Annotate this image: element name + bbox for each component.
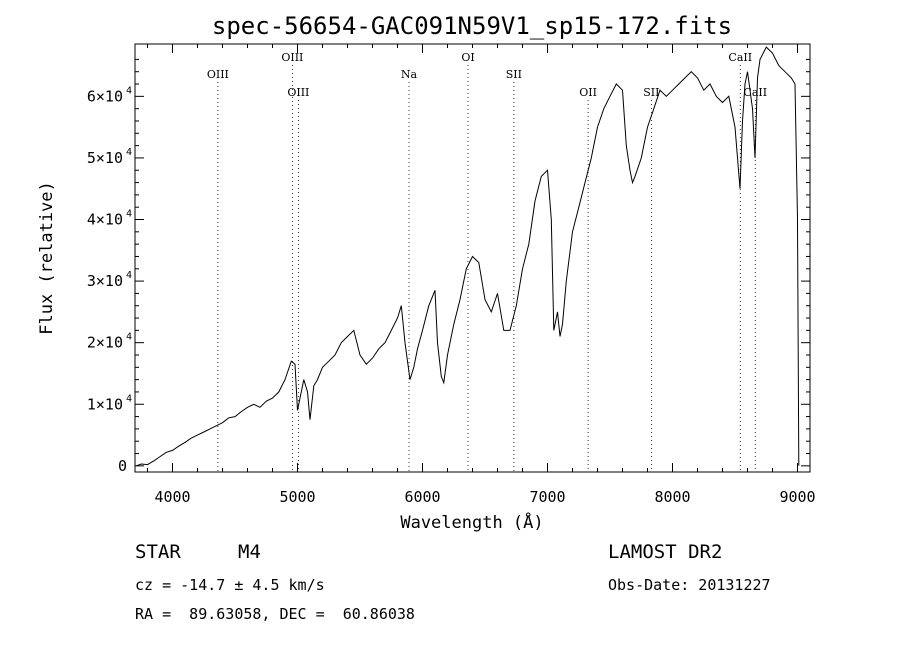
annotation-label: CaII [728,51,752,64]
line-markers [217,65,756,472]
y-tick-label: 6×10 [87,87,123,105]
annotation-labels: OIII OIII OIII Na OI SII OII SII CaII CaII [207,51,767,99]
x-tick-label: 7000 [529,488,565,506]
x-tick-label: 8000 [654,488,690,506]
y-tick-exponent: 4 [126,209,132,220]
y-tick-label: 5×10 [87,149,123,167]
annotation-label: OII [579,86,597,99]
annotation-label: OI [461,51,474,64]
chart-title: spec-56654-GAC091N59V1_sp15-172.fits [212,12,732,40]
y-tick-exponent: 4 [126,147,132,158]
annotation-label: OIII [281,51,303,64]
y-tick-exponent: 4 [126,270,132,281]
x-tick-label: 4000 [154,488,190,506]
y-tick-label: 1×10 [87,395,123,413]
y-tick-exponent: 4 [126,393,132,404]
x-tick-label: 9000 [779,488,815,506]
annotation-label: SII [506,68,522,81]
annotation-label: CaII [743,86,767,99]
y-tick-label: 3×10 [87,272,123,290]
annotation-label: OIII [287,86,309,99]
object-subclass: M4 [238,541,261,563]
x-tick-label: 5000 [279,488,315,506]
x-tick-label: 6000 [404,488,440,506]
x-axis-label: Wavelength (Å) [400,511,543,533]
y-axis-label: Flux (relative) [37,181,57,335]
survey-name: LAMOST DR2 [608,541,723,563]
plot-frame [134,43,811,473]
object-class: STAR [135,541,181,563]
y-tick-label: 4×10 [87,211,123,229]
spectrum-line [136,46,800,467]
y-tick-exponent: 4 [126,332,132,343]
annotation-label: OIII [207,68,229,81]
observation-date: Obs-Date: 20131227 [608,576,771,594]
redshift-cz: cz = -14.7 ± 4.5 km/s [135,576,325,594]
y-tick-label: 2×10 [87,334,123,352]
y-tick-label: 0 [118,457,127,475]
annotation-label: SII [643,86,659,99]
annotation-label: Na [401,68,418,81]
coordinates: RA = 89.63058, DEC = 60.86038 [135,605,415,623]
y-tick-exponent: 4 [126,85,132,96]
